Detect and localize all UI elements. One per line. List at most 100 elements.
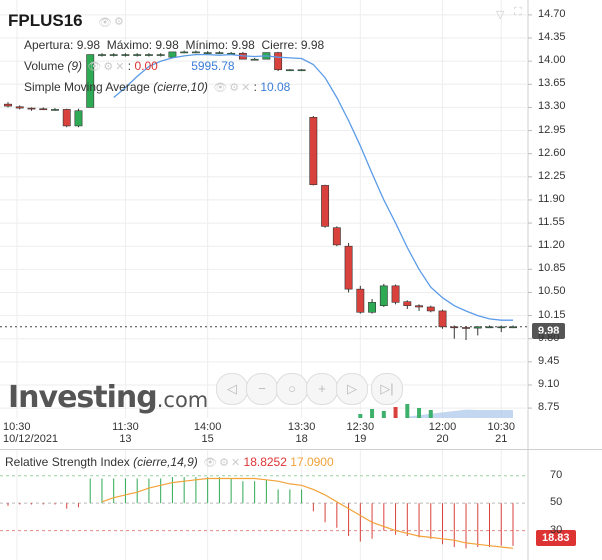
candle-body [368, 302, 377, 313]
sma-value: 10.08 [260, 80, 291, 94]
x-tick-time: 12:00 [428, 421, 457, 433]
x-tick-date: 15 [201, 433, 214, 445]
scroll-left-icon[interactable]: ◁ [216, 373, 248, 405]
x-tick-label: 14:00 15 [178, 421, 238, 445]
volume-sep: : [127, 59, 132, 73]
rsi-y-tick-label: 70 [550, 468, 563, 481]
maximize-icon[interactable]: ⛶ [514, 6, 522, 18]
gear-icon[interactable]: ⚙ [229, 82, 240, 94]
x-tick-date: 19 [354, 433, 367, 445]
x-tick-date: 21 [495, 433, 508, 445]
volume-bar [381, 411, 386, 418]
x-tick-time: 11:30 [112, 421, 139, 433]
zoom-in-icon[interactable]: + [306, 373, 338, 405]
x-tick-time: 12:30 [346, 421, 375, 433]
close-label: Cierre: [261, 38, 298, 52]
candle-body [356, 288, 365, 313]
candle-body [144, 54, 153, 56]
eye-icon[interactable]: 👁 [203, 457, 218, 469]
scroll-right-icon[interactable]: ▷ [336, 373, 368, 405]
y-tick-label: 9.80 [538, 331, 560, 344]
y-tick-label: 14.70 [538, 7, 566, 20]
candle-body [274, 52, 283, 71]
last-price-tag: 9.98 [532, 323, 566, 339]
rsi-value-1: 18.8252 [243, 455, 287, 469]
volume-area [407, 409, 513, 418]
logo-suffix: .com [156, 388, 209, 412]
x-tick-date: 13 [119, 433, 132, 445]
candle-body [133, 54, 142, 56]
y-tick-label: 9.45 [538, 354, 560, 367]
volume-value-2: 5995.78 [191, 59, 235, 73]
go-to-latest-icon[interactable]: ▷| [371, 373, 403, 405]
volume-bar [393, 407, 398, 418]
candle-body [250, 58, 259, 61]
x-tick-label: 10:30 21 [471, 421, 531, 445]
candle-body [438, 310, 447, 328]
x-tick-date: 10/12/2021 [3, 433, 59, 445]
close-icon[interactable]: ✕ [230, 457, 241, 469]
investing-logo: Investing.com [8, 380, 208, 415]
candle-body [426, 306, 435, 312]
close-icon[interactable]: ✕ [241, 82, 251, 94]
y-tick-label: 10.15 [538, 308, 566, 321]
rsi-legend: Relative Strength Index (cierre,14,9) 👁 ⚙… [5, 455, 334, 469]
rsi-signal-line [101, 477, 514, 549]
gear-icon[interactable]: ⚙ [114, 16, 124, 28]
low-label: Mínimo: [185, 38, 229, 52]
volume-param: (9) [67, 59, 83, 73]
y-tick-label: 14.35 [538, 31, 566, 44]
y-tick-label: 10.85 [538, 262, 566, 275]
x-tick-label: 10:30 10/12/2021 [3, 421, 73, 445]
low-value: 9.98 [231, 38, 255, 52]
candle-body [180, 51, 189, 54]
candle-body [285, 69, 294, 72]
candle-body [321, 185, 330, 227]
sma-label: Simple Moving Average [24, 80, 150, 94]
x-tick-time: 13:30 [287, 421, 316, 433]
reset-zoom-icon[interactable]: ○ [276, 373, 308, 405]
candle-body [473, 326, 482, 329]
sma-sep: : [253, 80, 257, 94]
collapse-icon[interactable]: ▽ [496, 9, 505, 21]
candle-body [332, 227, 341, 246]
x-tick-label: 12:30 19 [330, 421, 390, 445]
close-icon[interactable]: ✕ [115, 61, 125, 73]
y-tick-label: 14.00 [538, 54, 566, 67]
sma-param: (cierre,10) [153, 80, 208, 94]
y-tick-label: 9.10 [538, 377, 560, 390]
y-tick-label: 11.55 [538, 216, 565, 229]
candle-body [27, 107, 36, 110]
candle-body [98, 54, 106, 56]
candle-body [391, 285, 400, 303]
x-tick-date: 20 [436, 433, 449, 445]
ohlc-legend: Apertura: 9.98 Máximo: 9.98 Mínimo: 9.98… [24, 38, 324, 52]
zoom-out-icon[interactable]: − [246, 373, 278, 405]
y-tick-label: 11.20 [538, 239, 565, 252]
candle-body [344, 245, 353, 290]
eye-icon[interactable]: 👁 [98, 17, 112, 29]
candle-body [415, 305, 423, 308]
x-tick-time: 10:30 [3, 421, 31, 433]
candle-body [203, 52, 212, 54]
gear-icon[interactable]: ⚙ [103, 61, 114, 73]
open-label: Apertura: [24, 38, 74, 52]
candle-body [191, 51, 200, 54]
volume-legend: Volume (9) 👁 ⚙ ✕ : 0.00 5995.78 [24, 59, 235, 73]
rsi-y-tick-label: 50 [550, 496, 563, 509]
rsi-value-2: 17.0900 [290, 455, 334, 469]
eye-icon[interactable]: 👁 [213, 82, 228, 94]
rsi-value-tag: 18.83 [536, 530, 576, 546]
candle-body [109, 54, 118, 56]
eye-icon[interactable]: 👁 [87, 61, 102, 73]
candle-body [309, 117, 318, 186]
x-tick-time: 10:30 [487, 421, 516, 433]
symbol-title: FPLUS16 [8, 11, 83, 30]
rsi-y-tick-label: 30 [550, 523, 563, 536]
candle-body [168, 51, 177, 58]
candle-body [379, 285, 388, 306]
y-tick-label: 10.50 [538, 285, 566, 298]
x-tick-time: 14:00 [193, 421, 222, 433]
gear-icon[interactable]: ⚙ [219, 457, 229, 469]
